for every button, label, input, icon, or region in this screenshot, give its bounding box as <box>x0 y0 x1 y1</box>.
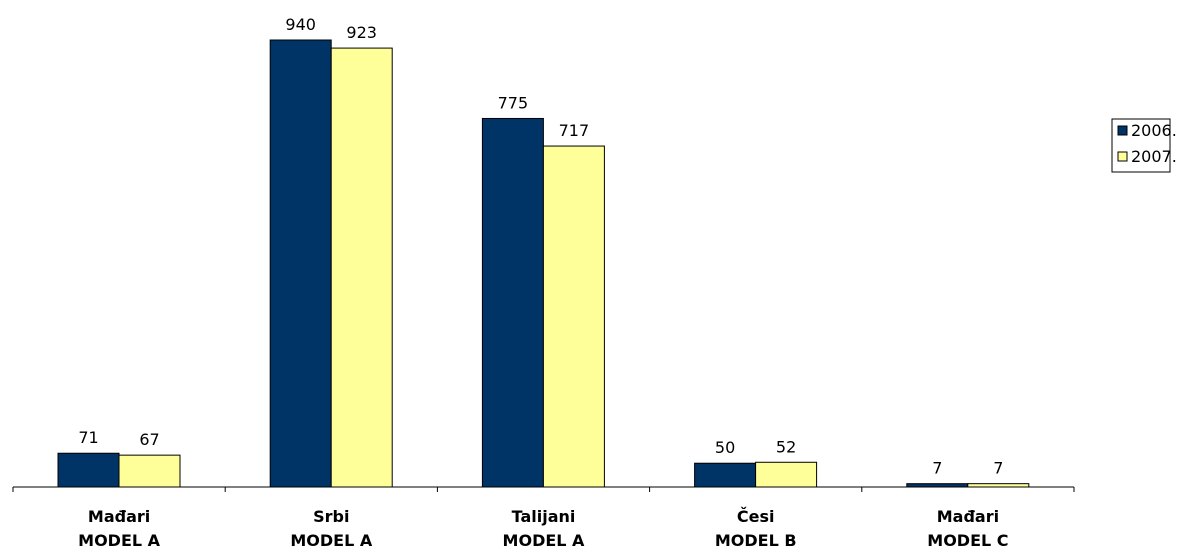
category-label-model: MODEL B <box>715 531 797 550</box>
data-label: 71 <box>78 428 98 447</box>
bar-2007-cat-1 <box>330 47 393 488</box>
bar-2006-cat-2 <box>481 117 544 488</box>
category-label-model: MODEL C <box>927 531 1008 550</box>
category-label-name: Srbi <box>313 507 349 526</box>
data-label: 67 <box>139 430 159 449</box>
bar-2007-cat-2 <box>542 145 605 488</box>
data-label: 775 <box>498 93 529 112</box>
category-label-name: Talijani <box>512 507 576 526</box>
legend-label-2006: 2006. <box>1131 121 1177 140</box>
category-label-model: MODEL A <box>290 531 373 550</box>
x-axis-ticks <box>12 487 1075 492</box>
category-label-name: Mađari <box>88 507 150 526</box>
bar-2006-cat-0 <box>57 452 120 488</box>
data-label: 52 <box>776 437 796 456</box>
category-label-model: MODEL A <box>503 531 586 550</box>
data-label: 940 <box>285 15 316 34</box>
category-labels-group: Mađari MODEL A Srbi MODEL A Talijani MODEL A Č… <box>78 507 1008 550</box>
data-label: 923 <box>346 23 377 42</box>
bars-group <box>57 39 1030 488</box>
legend-swatch-2007 <box>1117 151 1128 162</box>
data-label: 717 <box>559 121 590 140</box>
category-label-name: Mađari <box>937 507 999 526</box>
bar-2006-cat-1 <box>269 39 332 488</box>
value-labels-group: 71 67 940 923 775 717 50 52 7 7 <box>78 15 1003 478</box>
legend-label-2007: 2007. <box>1131 147 1177 166</box>
category-label-model: MODEL A <box>78 531 161 550</box>
data-label: 50 <box>715 438 735 457</box>
bar-2007-cat-3 <box>755 461 818 488</box>
bar-2007-cat-0 <box>118 454 181 488</box>
legend: 2006. 2007. <box>1111 118 1177 173</box>
bar-2006-cat-3 <box>694 462 757 488</box>
legend-swatch-2006 <box>1117 125 1128 136</box>
data-label: 7 <box>932 459 942 478</box>
category-label-name: Česi <box>737 507 775 526</box>
data-label: 7 <box>993 459 1003 478</box>
